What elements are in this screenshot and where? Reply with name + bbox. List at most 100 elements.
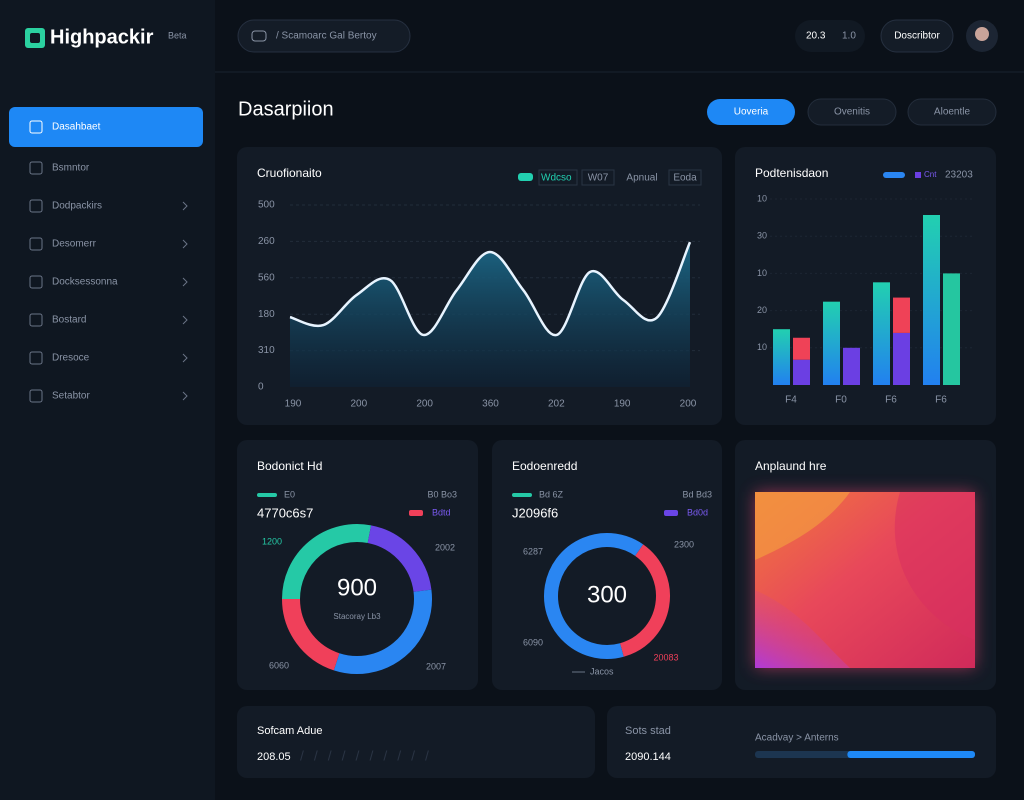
nav-icon bbox=[29, 351, 43, 365]
tab-label[interactable]: Ovenitis bbox=[834, 107, 870, 118]
heatmap-region bbox=[755, 590, 850, 668]
nav-item[interactable]: Docksessonna bbox=[52, 277, 118, 288]
menu-button[interactable] bbox=[880, 19, 954, 53]
search-text: / Scamoarc Gal Bertoy bbox=[276, 31, 377, 42]
nav-item[interactable]: Dresoce bbox=[52, 353, 90, 364]
nav-item[interactable]: Dasahbaet bbox=[52, 122, 101, 133]
legend-box bbox=[668, 169, 702, 186]
tab[interactable] bbox=[907, 98, 997, 126]
tab[interactable] bbox=[807, 98, 897, 126]
stat-value: 2090.144 bbox=[625, 751, 671, 763]
legend-swatch bbox=[409, 510, 423, 516]
stat-panel bbox=[607, 706, 996, 778]
panel-title: Podtenisdaon bbox=[755, 166, 828, 180]
x-tick-label: F4 bbox=[785, 395, 797, 406]
bar bbox=[943, 273, 960, 385]
search-box[interactable] bbox=[237, 19, 411, 53]
progress-label: Acadvay > Anterns bbox=[755, 733, 839, 744]
nav-icon bbox=[29, 313, 43, 327]
donut-label: 6090 bbox=[523, 637, 543, 647]
legend-box bbox=[581, 169, 615, 186]
x-tick-label: 200 bbox=[680, 399, 697, 410]
nav-item[interactable]: Bsmntor bbox=[52, 163, 90, 174]
legend-label: W07 bbox=[588, 173, 609, 184]
legend-label: E0 bbox=[284, 489, 295, 499]
y-tick-label: 500 bbox=[258, 200, 275, 211]
panel-title: Bodonict Hd bbox=[257, 459, 322, 473]
donut-label: 2300 bbox=[674, 539, 694, 549]
y-tick-label: 10 bbox=[757, 342, 767, 352]
chevron bbox=[182, 353, 188, 363]
y-tick-label: 30 bbox=[757, 231, 767, 241]
total: J2096f6 bbox=[512, 505, 558, 520]
donut-segment bbox=[333, 589, 432, 674]
x-tick-label: 200 bbox=[350, 399, 367, 410]
area bbox=[290, 242, 690, 387]
x-tick-label: 202 bbox=[548, 399, 565, 410]
tab-label[interactable]: Uoveria bbox=[734, 107, 769, 118]
logo-inner bbox=[30, 33, 40, 43]
legend-label: Bd0d bbox=[687, 507, 708, 517]
nav-icon bbox=[29, 120, 43, 134]
x-tick-label: F6 bbox=[885, 395, 897, 406]
page-title: Dasarpiion bbox=[238, 98, 334, 120]
stat-label: Sofcam Adue bbox=[257, 725, 322, 737]
avatar-face bbox=[975, 27, 989, 41]
y-tick-label: 260 bbox=[258, 236, 275, 247]
donut-label: 2002 bbox=[435, 542, 455, 552]
nav-item[interactable]: Desomerr bbox=[52, 239, 97, 250]
tab[interactable] bbox=[707, 99, 795, 125]
x-tick-label: 190 bbox=[285, 399, 302, 410]
bar bbox=[893, 297, 910, 333]
legend-swatch bbox=[257, 493, 277, 497]
bar bbox=[793, 359, 810, 385]
brand-name: Highpackir bbox=[50, 26, 154, 48]
legend-label: Bdtd bbox=[432, 507, 451, 517]
donut-segment bbox=[282, 524, 372, 600]
nav-item[interactable]: Bostard bbox=[52, 315, 86, 326]
donut-center: 900 bbox=[337, 574, 377, 601]
total: 4770c6s7 bbox=[257, 505, 313, 520]
search-icon bbox=[251, 30, 267, 42]
nav-icon bbox=[29, 161, 43, 175]
bar bbox=[923, 214, 940, 385]
donut-label: 20083 bbox=[653, 652, 678, 662]
donut-sublabel: Stacoray Lb3 bbox=[333, 612, 381, 621]
nav-item[interactable]: Setabtor bbox=[52, 391, 90, 402]
legend-label: Bd Bd3 bbox=[682, 489, 712, 499]
donut-label: 2007 bbox=[426, 661, 446, 671]
brand-tag: Beta bbox=[168, 30, 187, 40]
legend-swatch bbox=[664, 510, 678, 516]
chevron bbox=[182, 277, 188, 287]
panel-title: Cruofionaito bbox=[257, 166, 322, 180]
chevron bbox=[182, 315, 188, 325]
x-tick-label: F0 bbox=[835, 395, 847, 406]
menu-label[interactable]: Doscribtor bbox=[894, 31, 940, 42]
donut-label: 6060 bbox=[269, 660, 289, 670]
donut-sublabel: Jacos bbox=[590, 666, 614, 676]
progress-bar bbox=[847, 751, 975, 758]
donut-label: 6287 bbox=[523, 546, 543, 556]
chevron bbox=[182, 239, 188, 249]
legend-swatch bbox=[518, 173, 533, 181]
donut-segment bbox=[544, 533, 644, 659]
nav-icon bbox=[29, 275, 43, 289]
header-date: 20.3 bbox=[806, 31, 826, 42]
donut-segment bbox=[282, 598, 340, 671]
legend-label: Apnual bbox=[626, 173, 657, 184]
x-tick-label: 360 bbox=[482, 399, 499, 410]
legend-swatch bbox=[512, 493, 532, 497]
legend-swatch bbox=[883, 172, 905, 178]
bar bbox=[893, 332, 910, 385]
header-stats bbox=[795, 20, 865, 52]
tab-label[interactable]: Aloentle bbox=[934, 107, 971, 118]
nav-item[interactable]: Dodpackirs bbox=[52, 201, 102, 212]
donut-label: 1200 bbox=[262, 536, 282, 546]
y-tick-label: 310 bbox=[258, 345, 275, 356]
nav-icon bbox=[29, 389, 43, 403]
nav-icon bbox=[29, 199, 43, 213]
stat-panel bbox=[237, 706, 595, 778]
heatmap-region bbox=[894, 492, 975, 640]
